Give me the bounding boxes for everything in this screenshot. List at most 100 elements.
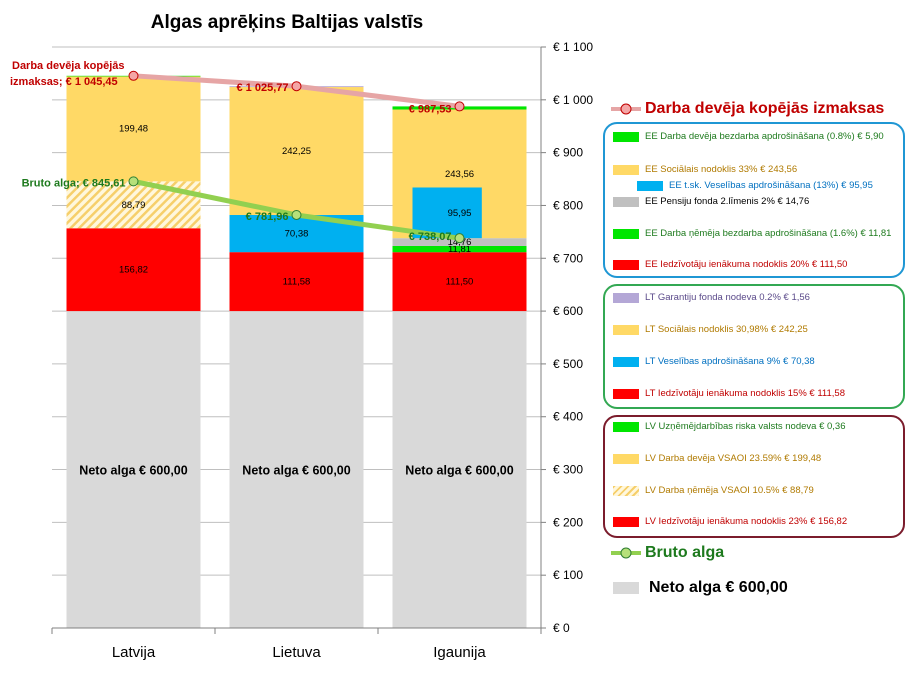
legend-lt-social-tax: LT Sociālais nodoklis 30,98% € 242,25 [613,324,808,335]
legend-text: EE Iedzīvotāju ienākuma nodoklis 20% € 1… [645,259,848,270]
y-tick-label: € 200 [553,515,583,529]
bar-data-label: 199,48 [119,124,148,135]
series-point [128,70,139,81]
legend-swatch [613,421,639,432]
bar-segment-overlay [412,187,482,239]
legend-ee-group [603,122,905,278]
legend-ee-health-insurance: EE t.sk. Veselības apdrošināšana (13%) €… [637,180,873,191]
bar-segment [392,311,527,628]
bar-data-label: 88,79 [122,200,146,211]
legend-text: LV Darba devēja VSAOI 23.59% € 199,48 [645,453,822,464]
bar-data-label: 111,50 [446,277,474,288]
legend-swatch [613,259,639,270]
legend-ee-income-tax: EE Iedzīvotāju ienākuma nodoklis 20% € 1… [613,259,847,270]
legend-text: Bruto alga [645,544,725,561]
legend-lt-group [603,284,905,409]
bar-segment [66,311,201,628]
bar-segment [66,76,201,182]
bar-data-label: 156,82 [119,265,148,276]
bar-data-label: Neto alga € 600,00 [242,464,350,478]
bar-segment [66,228,201,312]
legend-swatch [613,131,639,142]
bar-segment [392,245,527,253]
legend-text: EE Darba devēja bezdarba apdrošināšana (… [645,131,884,142]
bar-segment [229,87,364,215]
legend-text: LV Uzņēmējdarbības riska valsts nodeva €… [645,421,846,432]
legend-text: EE Pensiju fonda 2.līmenis 2% € 14,76 [645,196,810,207]
legend-lt-health-insurance: LT Veselības apdrošināšana 9% € 70,38 [613,356,815,367]
y-tick-label: € 0 [553,621,570,635]
legend-swatch [613,582,639,594]
bar-data-label: 243,56 [445,169,474,180]
y-tick-label: € 1 100 [553,40,593,54]
chart-title: Algas aprēķins Baltijas valstīs [151,12,423,33]
legend-lv-employee-vsaoi: LV Darba ņēmēja VSAOI 10.5% € 88,79 [613,485,814,496]
legend-swatch [613,324,639,335]
bar-segment [392,252,527,312]
y-tick-label: € 400 [553,410,583,424]
x-tick-label: Latvija [112,644,156,661]
series-point [291,209,302,220]
legend-swatch [613,485,639,496]
point-label: € 1 025,77 [237,82,289,94]
x-tick-label: Igaunija [433,644,486,661]
y-tick-label: € 800 [553,198,583,212]
legend-lv-employer-vsaoi: LV Darba devēja VSAOI 23.59% € 199,48 [613,453,821,464]
legend-bruto-line-icon [611,547,641,559]
legend-text: LT Veselības apdrošināšana 9% € 70,38 [645,356,815,367]
legend-swatch [613,292,639,303]
bar-data-label: Neto alga € 600,00 [405,464,513,478]
y-tick-label: € 600 [553,304,583,318]
y-tick-label: € 300 [553,463,583,477]
legend-text: EE Sociālais nodoklis 33% € 243,56 [645,164,798,175]
series-point [128,176,139,187]
legend-employer-label: Darba devēja kopējās izmaksas [645,100,885,117]
legend-ee-social-tax: EE Sociālais nodoklis 33% € 243,56 [613,164,797,175]
point-label: € 738,07 [409,231,452,243]
legend-swatch [613,388,639,399]
bar-data-label: 95,95 [448,208,472,219]
y-tick-label: € 100 [553,568,583,582]
x-tick-label: Lietuva [272,644,321,661]
legend-swatch [613,356,639,367]
point-label: Darba devēja kopējās izmaksas; € 1 045,45 [10,60,125,88]
legend-swatch [613,453,639,464]
bar-data-label: Neto alga € 600,00 [79,464,187,478]
series-point [291,81,302,92]
legend-lv-income-tax: LV Iedzīvotāju ienākuma nodoklis 23% € 1… [613,516,847,527]
y-tick-label: € 900 [553,146,583,160]
legend-lt-guarantee-fund: LT Garantiju fonda nodeva 0.2% € 1,56 [613,292,810,303]
legend-swatch [637,180,663,191]
bar-data-label: 11,81 [448,244,471,255]
legend-lv-group [603,415,905,538]
bar-segment [229,311,364,628]
point-label: € 987,53 [409,103,452,115]
point-label: € 781,96 [246,211,289,223]
legend-text: Neto alga € 600,00 [649,579,788,596]
bar-segment [229,252,364,312]
legend-swatch [613,196,639,207]
legend-ee-employee-unemployment: EE Darba ņēmēja bezdarba apdrošināšana (… [613,228,891,239]
legend-text: LV Iedzīvotāju ienākuma nodoklis 23% € 1… [645,516,848,527]
legend-swatch [613,164,639,175]
y-tick-label: € 700 [553,251,583,265]
bar-data-label: 242,25 [282,146,311,157]
y-tick-label: € 500 [553,357,583,371]
legend-ee-pension-fund: EE Pensiju fonda 2.līmenis 2% € 14,76 [613,196,809,207]
point-label: Bruto alga; € 845,61 [22,177,126,189]
legend-text: EE Darba ņēmēja bezdarba apdrošināšana (… [645,228,892,239]
legend-lt-income-tax: LT Iedzīvotāju ienākuma nodoklis 15% € 1… [613,388,845,399]
legend-text: LT Iedzīvotāju ienākuma nodoklis 15% € 1… [645,388,845,399]
legend-lv-business-risk: LV Uzņēmējdarbības riska valsts nodeva €… [613,421,846,432]
y-tick-label: € 1 000 [553,93,593,107]
legend-text: LV Darba ņēmēja VSAOI 10.5% € 88,79 [645,485,814,496]
legend-employer-line-icon [611,103,641,115]
legend-text: LT Sociālais nodoklis 30,98% € 242,25 [645,324,808,335]
legend-text: EE t.sk. Veselības apdrošināšana (13%) €… [669,180,873,191]
legend-text: LT Garantiju fonda nodeva 0.2% € 1,56 [645,292,810,303]
legend-swatch [613,516,639,527]
legend-swatch [613,228,639,239]
legend-employer-cost: Darba devēja kopējās izmaksas [611,100,884,118]
bar-data-label: 111,58 [283,277,311,288]
legend-bruto: Bruto alga [611,544,724,562]
